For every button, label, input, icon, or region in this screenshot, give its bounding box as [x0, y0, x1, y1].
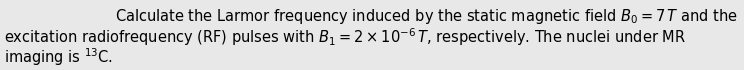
Text: imaging is $^{13}$C.: imaging is $^{13}$C. — [4, 46, 113, 68]
Text: Calculate the Larmor frequency induced by the static magnetic field $B_0 = 7\,T$: Calculate the Larmor frequency induced b… — [115, 7, 738, 26]
Text: excitation radiofrequency (RF) pulses with $B_1 = 2 \times 10^{-6}\,T$, respecti: excitation radiofrequency (RF) pulses wi… — [4, 26, 686, 48]
